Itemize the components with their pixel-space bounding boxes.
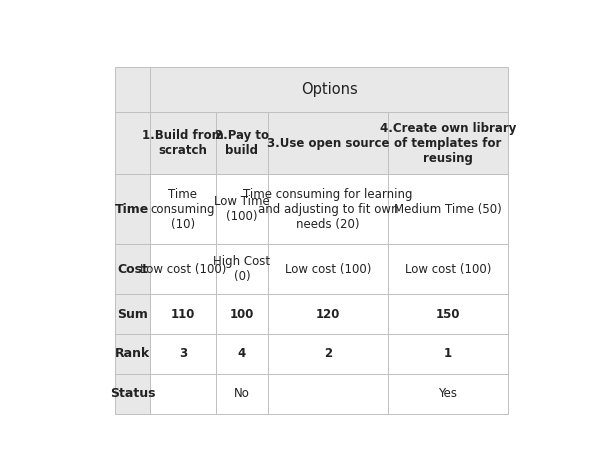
Text: 120: 120: [316, 307, 340, 320]
Text: High Cost
(0): High Cost (0): [213, 255, 271, 283]
Bar: [150, 334, 215, 374]
Text: 1.Build from
scratch: 1.Build from scratch: [142, 129, 224, 157]
Bar: [215, 294, 268, 334]
Text: 3.Use open source: 3.Use open source: [267, 137, 389, 150]
Text: 110: 110: [171, 307, 195, 320]
Bar: [388, 244, 508, 294]
Bar: [268, 334, 388, 374]
Text: Sum: Sum: [117, 307, 148, 320]
Text: Medium Time (50): Medium Time (50): [394, 203, 502, 216]
Text: Time consuming for learning
and adjusting to fit own
needs (20): Time consuming for learning and adjustin…: [244, 188, 413, 231]
Text: 100: 100: [230, 307, 254, 320]
Text: Time: Time: [115, 203, 149, 216]
Bar: [215, 174, 268, 244]
Bar: [115, 294, 150, 334]
Bar: [268, 174, 388, 244]
Bar: [215, 374, 268, 414]
Text: Status: Status: [110, 387, 155, 400]
Text: Rank: Rank: [115, 347, 150, 360]
Text: Low cost (100): Low cost (100): [285, 263, 371, 276]
Bar: [388, 113, 508, 174]
Text: Time
consuming
(10): Time consuming (10): [151, 188, 215, 231]
Text: Low cost (100): Low cost (100): [405, 263, 491, 276]
Bar: [150, 244, 215, 294]
Bar: [388, 334, 508, 374]
Bar: [150, 174, 215, 244]
Text: No: No: [234, 387, 250, 400]
Bar: [150, 294, 215, 334]
Bar: [115, 334, 150, 374]
Bar: [115, 374, 150, 414]
Text: 2.Pay to
build: 2.Pay to build: [215, 129, 269, 157]
Text: 2: 2: [324, 347, 332, 360]
Text: 4.Create own library
of templates for
reusing: 4.Create own library of templates for re…: [380, 122, 516, 165]
Bar: [388, 174, 508, 244]
Bar: [388, 294, 508, 334]
Bar: [150, 66, 508, 113]
Text: Options: Options: [301, 82, 358, 97]
Bar: [388, 374, 508, 414]
Text: 150: 150: [436, 307, 460, 320]
Text: Cost: Cost: [117, 263, 148, 276]
Bar: [268, 113, 388, 174]
Bar: [115, 66, 150, 113]
Text: 4: 4: [238, 347, 246, 360]
Bar: [268, 294, 388, 334]
Bar: [215, 113, 268, 174]
Text: Low Time
(100): Low Time (100): [214, 195, 269, 223]
Bar: [115, 113, 150, 174]
Bar: [150, 374, 215, 414]
Text: 1: 1: [444, 347, 452, 360]
Bar: [150, 113, 215, 174]
Bar: [268, 244, 388, 294]
Bar: [215, 244, 268, 294]
Bar: [268, 374, 388, 414]
Text: 3: 3: [179, 347, 187, 360]
Bar: [215, 334, 268, 374]
Bar: [115, 244, 150, 294]
Text: Yes: Yes: [439, 387, 458, 400]
Bar: [115, 174, 150, 244]
Text: Low cost (100): Low cost (100): [140, 263, 226, 276]
